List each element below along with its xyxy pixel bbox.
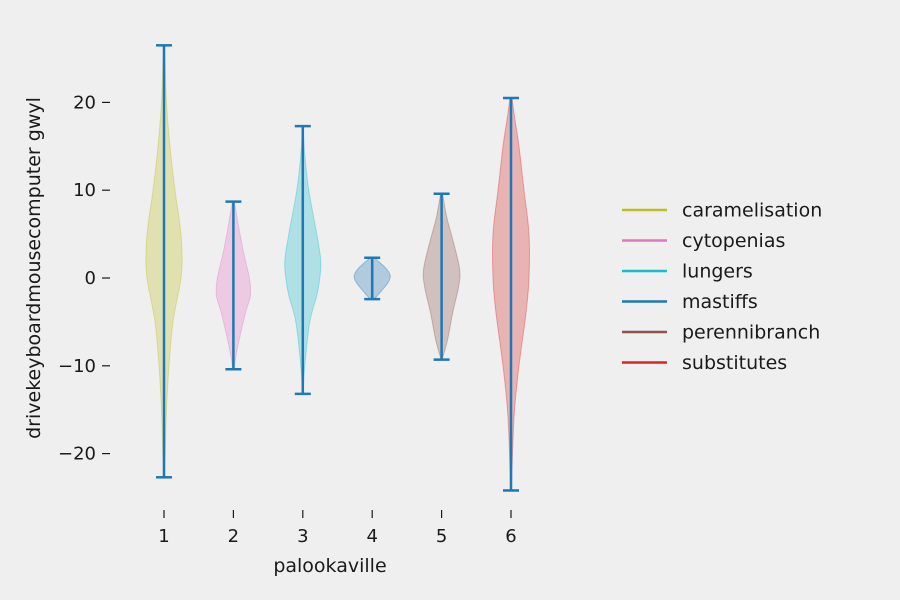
legend-label-perennibranch: perennibranch bbox=[682, 322, 820, 344]
x-tick-label: 3 bbox=[297, 526, 308, 547]
legend-label-substitutes: substitutes bbox=[682, 352, 787, 374]
x-tick-label: 4 bbox=[366, 526, 377, 547]
x-tick-label: 1 bbox=[158, 526, 169, 547]
violins-group bbox=[145, 44, 530, 492]
y-tick-label: 10 bbox=[73, 180, 96, 201]
legend: caramelisation cytopenias lungers mastiffs p… bbox=[622, 200, 822, 374]
x-axis-label: palookaville bbox=[273, 555, 386, 577]
y-tick-label: −20 bbox=[58, 444, 96, 465]
y-tick-label: 20 bbox=[73, 92, 96, 113]
legend-label-caramelisation: caramelisation bbox=[682, 200, 822, 222]
legend-label-mastiffs: mastiffs bbox=[682, 291, 758, 313]
legend-label-cytopenias: cytopenias bbox=[682, 230, 785, 252]
legend-label-lungers: lungers bbox=[682, 261, 753, 283]
y-tick-label: −10 bbox=[58, 356, 96, 377]
y-tick-label: 0 bbox=[85, 268, 96, 289]
x-tick-label: 6 bbox=[505, 526, 516, 547]
x-tick-label: 5 bbox=[436, 526, 447, 547]
x-tick-label: 2 bbox=[228, 526, 239, 547]
y-axis-label: drivekeyboardmousecomputer gwyl bbox=[23, 97, 45, 439]
x-axis: 1 2 3 4 5 6 bbox=[158, 510, 517, 547]
y-axis: −20 −10 0 10 20 bbox=[58, 92, 110, 465]
